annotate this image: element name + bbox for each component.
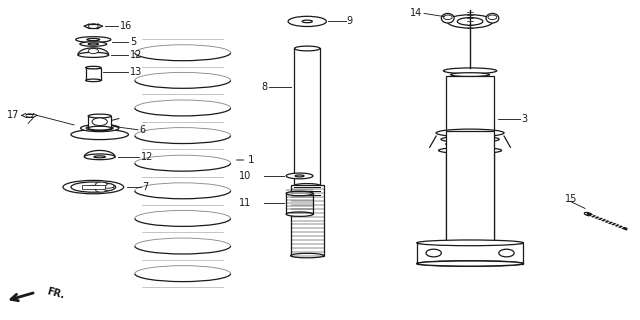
Circle shape [499,249,514,257]
Bar [446,150,494,252]
Ellipse shape [447,15,493,28]
Circle shape [88,49,99,53]
Ellipse shape [88,114,111,118]
Ellipse shape [94,156,106,158]
Text: 16: 16 [120,21,132,31]
Ellipse shape [458,18,483,25]
Ellipse shape [88,43,99,45]
Ellipse shape [451,73,490,76]
Text: 6: 6 [140,125,145,135]
Text: 8: 8 [262,82,268,92]
Bar [294,49,320,186]
Ellipse shape [81,124,119,132]
Ellipse shape [84,154,115,160]
Ellipse shape [441,136,499,142]
Bar [82,185,105,189]
Text: 12: 12 [130,51,142,60]
Ellipse shape [88,126,111,130]
Ellipse shape [86,186,100,189]
Ellipse shape [436,129,504,137]
Text: 12: 12 [141,152,153,162]
Circle shape [444,15,452,20]
Ellipse shape [63,180,124,194]
Text: 15: 15 [565,194,578,204]
Ellipse shape [95,182,107,187]
Text: 10: 10 [239,171,251,181]
Ellipse shape [76,37,111,43]
Ellipse shape [288,16,326,27]
Bar [88,116,111,128]
Ellipse shape [71,182,116,192]
Ellipse shape [87,38,100,41]
Text: 3: 3 [521,114,527,124]
Text: FR.: FR. [45,287,65,301]
Ellipse shape [446,141,494,147]
Text: 7: 7 [143,182,148,192]
Ellipse shape [417,261,524,267]
Bar [291,186,324,256]
Ellipse shape [102,184,114,188]
Ellipse shape [286,173,313,179]
Ellipse shape [71,129,129,140]
Ellipse shape [78,52,109,57]
Ellipse shape [438,147,502,154]
Ellipse shape [95,188,107,192]
Ellipse shape [80,42,107,46]
Ellipse shape [486,13,499,23]
Bar [446,76,494,139]
Ellipse shape [295,175,304,177]
Ellipse shape [86,125,113,131]
Ellipse shape [417,261,524,266]
Ellipse shape [442,13,454,23]
Ellipse shape [417,240,524,246]
Ellipse shape [444,68,497,74]
Bar [417,243,524,264]
Bar [286,194,313,214]
Bar [446,131,494,252]
Text: 14: 14 [410,8,422,19]
Ellipse shape [86,79,101,82]
Ellipse shape [302,20,312,23]
Circle shape [426,249,442,257]
Text: 5: 5 [130,37,136,47]
Ellipse shape [294,46,320,51]
Ellipse shape [102,186,114,190]
Text: 11: 11 [239,198,251,208]
Ellipse shape [291,253,324,258]
Bar [86,68,101,80]
Text: 17: 17 [7,110,19,120]
Circle shape [92,118,108,125]
Circle shape [26,114,33,117]
Circle shape [88,24,98,28]
Ellipse shape [286,212,313,216]
Ellipse shape [584,212,592,216]
Circle shape [488,15,497,20]
Ellipse shape [86,66,101,69]
Ellipse shape [294,184,320,188]
Text: 13: 13 [130,68,142,77]
Text: 9: 9 [347,16,353,27]
Text: 1: 1 [248,155,255,165]
Ellipse shape [286,191,313,196]
